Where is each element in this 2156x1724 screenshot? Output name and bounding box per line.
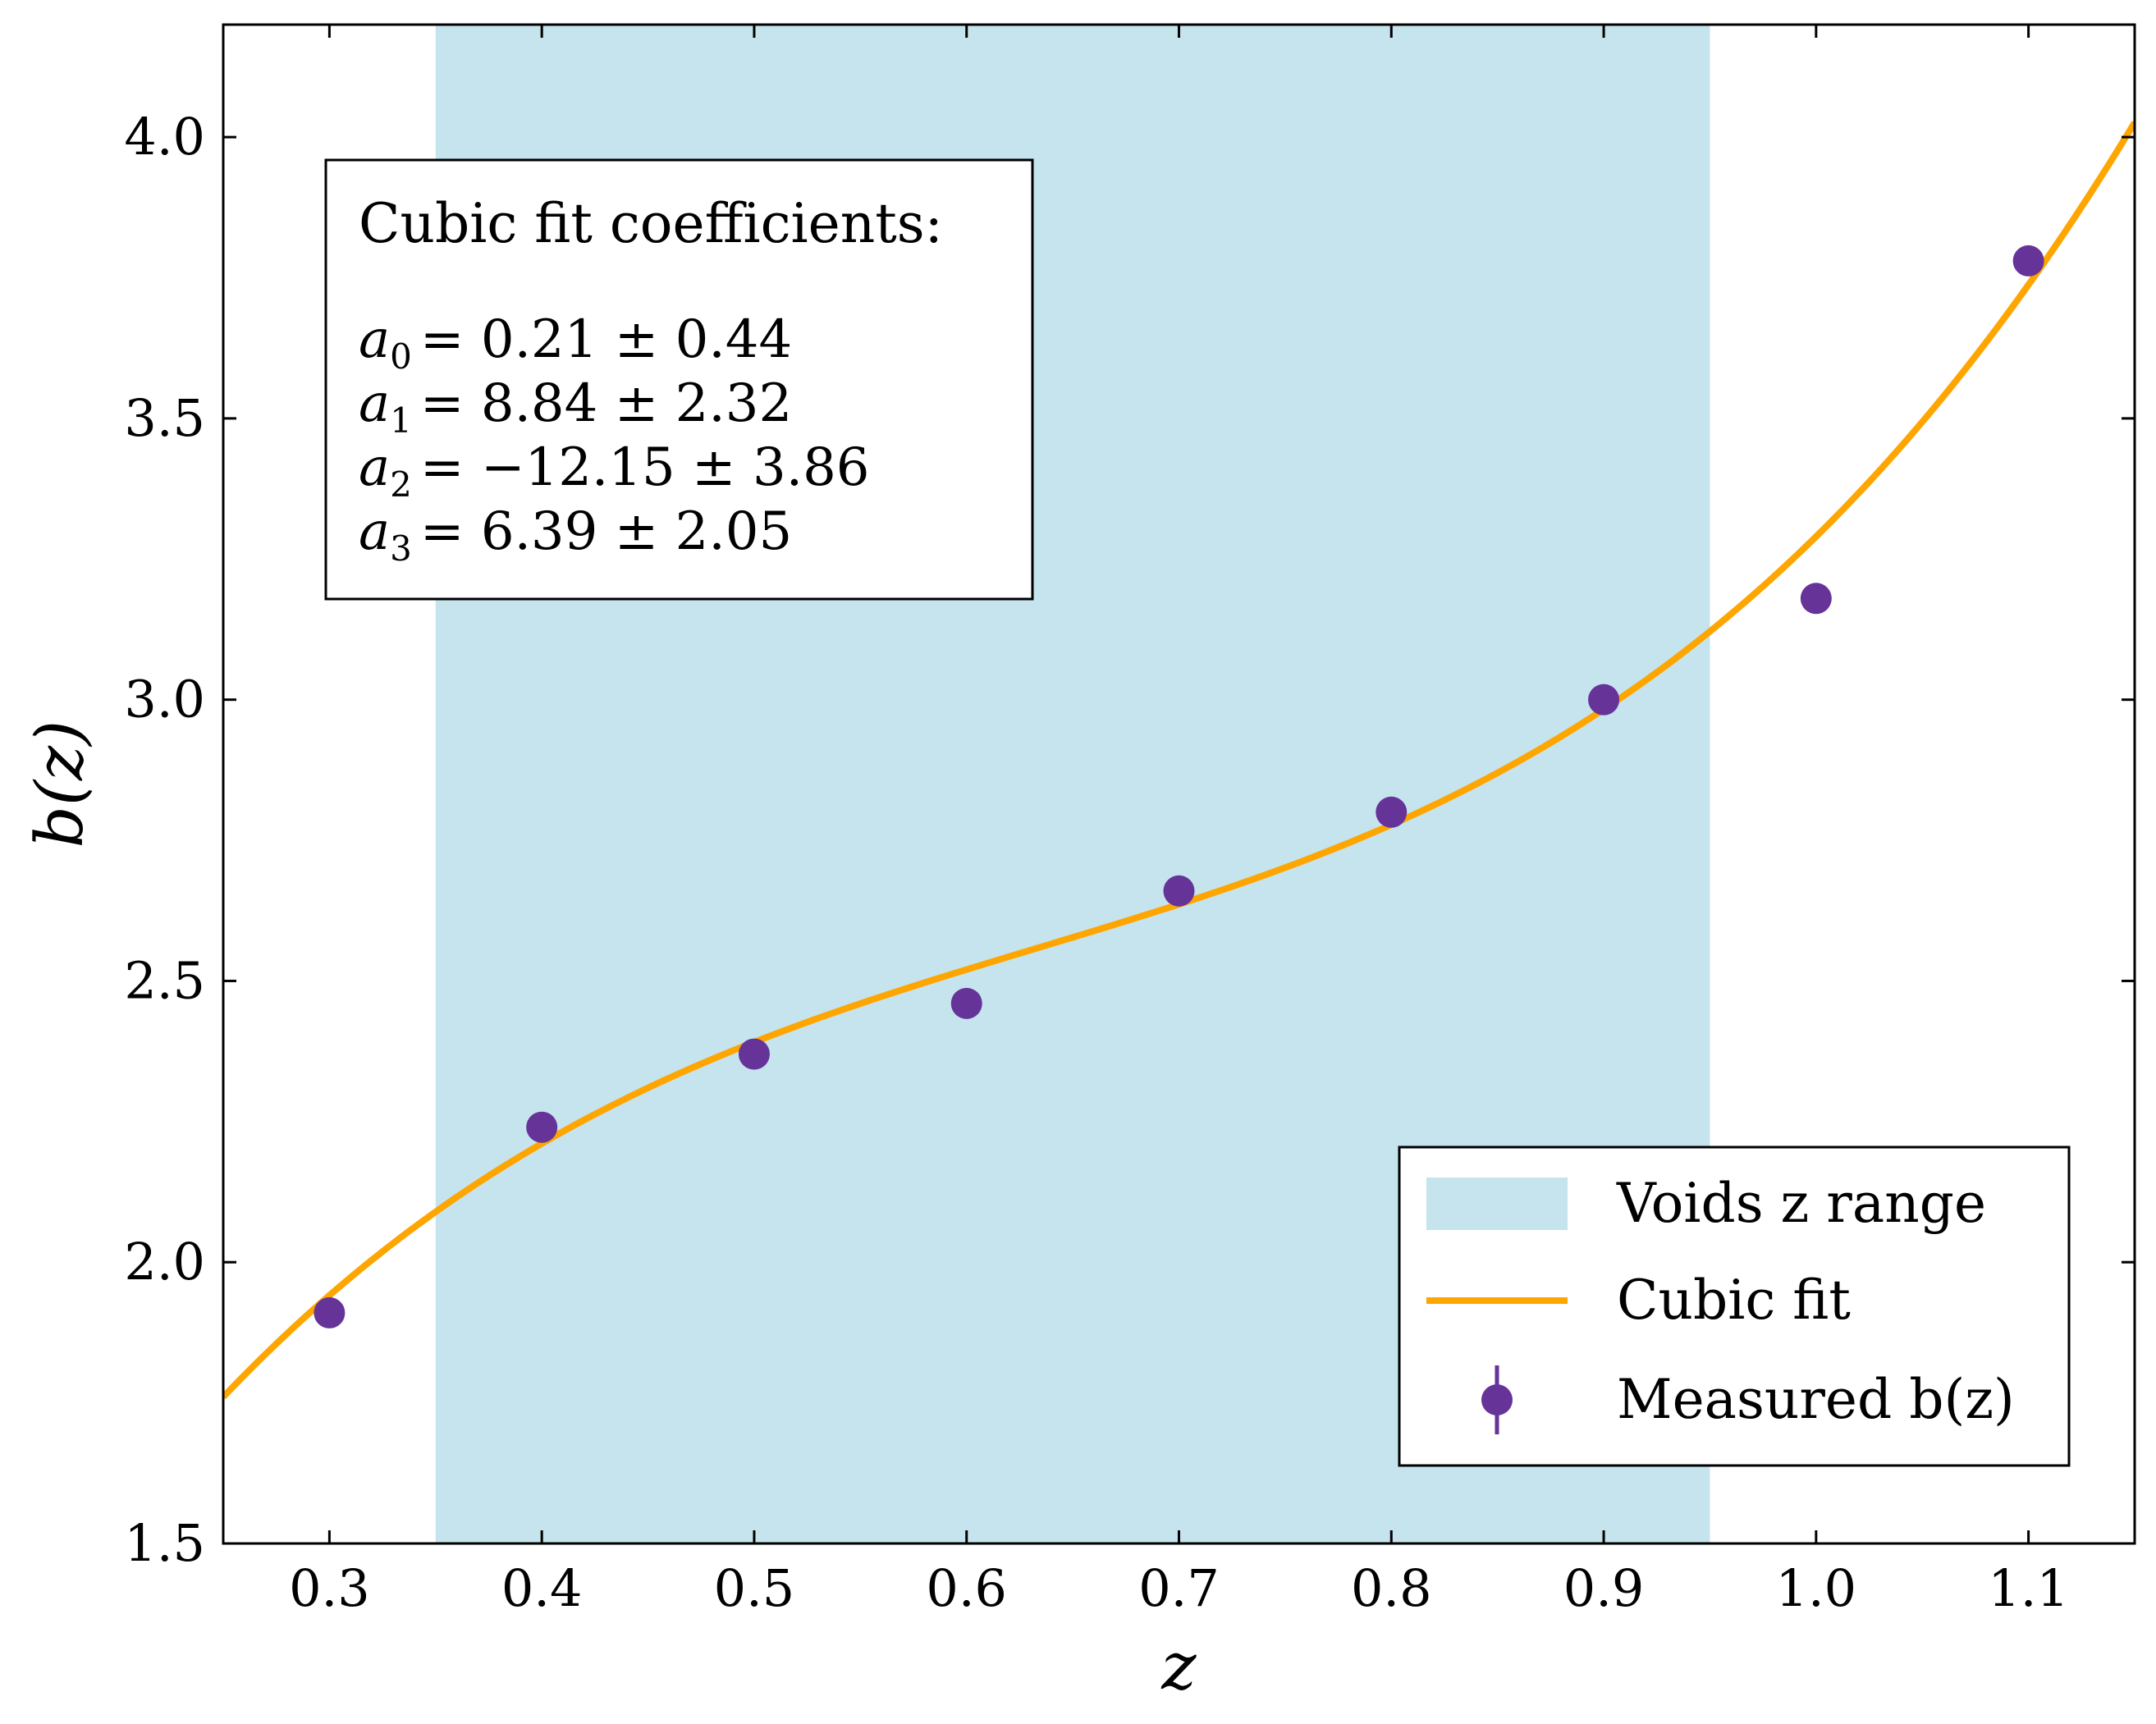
x-tick-label: 0.3 <box>289 1558 370 1618</box>
coefficient-line: a1 = 8.84 ± 2.32 <box>359 373 792 441</box>
data-point <box>738 1038 770 1070</box>
y-axis-label: b(z) <box>21 720 98 848</box>
data-point <box>1376 796 1408 828</box>
annotation-title: Cubic fit coefficients: <box>359 192 943 255</box>
data-point <box>1588 684 1620 716</box>
coefficient-value: = 8.84 ± 2.32 <box>420 373 792 434</box>
x-axis-label: z <box>1160 1628 1197 1704</box>
legend-swatch-voids <box>1426 1178 1568 1230</box>
legend-swatch-measured <box>1481 1384 1513 1415</box>
coefficient-subscript: 0 <box>390 336 412 377</box>
x-tick-label: 0.4 <box>501 1558 583 1618</box>
annotation-box <box>324 158 1034 601</box>
coefficient-symbol: a <box>359 309 390 370</box>
coefficient-subscript: 1 <box>390 400 412 441</box>
coefficient-line: a0 = 0.21 ± 0.44 <box>359 309 792 377</box>
data-points-layer <box>314 245 2044 1328</box>
y-tick-label: 2.0 <box>124 1232 205 1292</box>
coefficient-subscript: 2 <box>390 464 412 505</box>
axes-layer: 0.3 0.4 0.5 0.6 0.7 0.8 0.9 1.0 1.1 1.5 2.0 2.5 3.0 3… <box>21 23 2136 1704</box>
x-tick-label: 1.1 <box>1988 1558 2069 1618</box>
legend-label: Voids z range <box>1616 1172 1986 1235</box>
coefficient-value: = 0.21 ± 0.44 <box>420 309 792 370</box>
x-tick-label: 0.8 <box>1351 1558 1432 1618</box>
x-tick-label: 0.6 <box>926 1558 1007 1618</box>
x-tick-label: 1.0 <box>1776 1558 1857 1618</box>
legend: Voids z range Cubic fit Measured b(z) <box>1398 1146 2071 1467</box>
coefficient-value: = 6.39 ± 2.05 <box>420 501 792 562</box>
data-point <box>2012 245 2044 277</box>
data-point <box>950 987 982 1019</box>
y-tick-label: 3.0 <box>124 670 205 729</box>
legend-label: Cubic fit <box>1617 1269 1851 1332</box>
data-point <box>1163 875 1195 907</box>
coefficient-line: a3 = 6.39 ± 2.05 <box>359 501 792 569</box>
data-point <box>1800 583 1832 615</box>
x-tick-label: 0.7 <box>1138 1558 1220 1618</box>
x-tick-label: 0.9 <box>1563 1558 1645 1618</box>
y-tick-label: 3.5 <box>124 388 205 448</box>
data-point <box>526 1111 558 1143</box>
coefficient-value: = −12.15 ± 3.86 <box>420 437 870 498</box>
coefficient-symbol: a <box>359 373 390 434</box>
coefficient-annotation: Cubic fit coefficients:a0 = 0.21 ± 0.44a1… <box>324 158 1034 601</box>
coefficient-symbol: a <box>359 501 390 562</box>
coefficient-line: a2 = −12.15 ± 3.86 <box>359 437 870 505</box>
data-point <box>314 1296 346 1328</box>
legend-label: Measured b(z) <box>1617 1368 2015 1431</box>
y-tick-label: 2.5 <box>124 950 205 1010</box>
y-tick-label: 4.0 <box>124 107 205 167</box>
x-tick-label: 0.5 <box>714 1558 795 1618</box>
coefficient-symbol: a <box>359 437 390 498</box>
coefficient-subscript: 3 <box>390 528 412 569</box>
y-tick-label: 1.5 <box>124 1513 205 1573</box>
